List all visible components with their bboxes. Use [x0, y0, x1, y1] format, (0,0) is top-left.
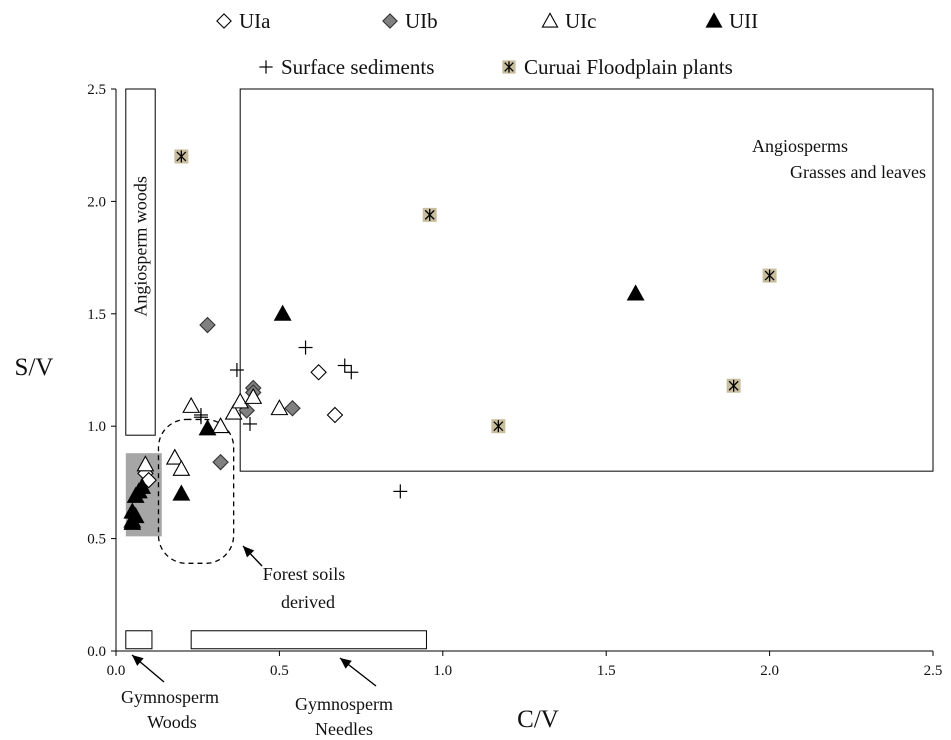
- gymnosperm-woods-arrow: [131, 654, 165, 683]
- point-uii: [133, 477, 152, 494]
- legend-marker-uic: [541, 12, 559, 28]
- point-curuai-floodplain-plants: [422, 207, 437, 222]
- x-tick-label: 0.0: [107, 663, 126, 679]
- point-uia: [326, 406, 344, 424]
- point-surface-sediments: [229, 363, 244, 377]
- x-tick-label: 0.5: [270, 663, 289, 679]
- y-tick-label: 2.5: [87, 82, 106, 98]
- legend-marker-uii: [705, 12, 723, 28]
- point-uic: [231, 392, 250, 409]
- point-uic: [211, 417, 230, 434]
- x-tick-label: 2.5: [924, 663, 943, 679]
- forest-soils-region: [157, 418, 235, 564]
- point-uic: [165, 448, 184, 465]
- point-surface-sediments: [298, 340, 313, 355]
- point-surface-sediments: [193, 407, 208, 422]
- legend-marker-surface-sediments: [259, 60, 273, 74]
- point-surface-sediments: [344, 365, 359, 380]
- gymnosperm-needles-label: Gymnosperm: [295, 694, 393, 714]
- forest-soils-arrow: [242, 545, 263, 567]
- legend-label-surface-sediments: Surface sediments: [281, 55, 434, 79]
- angiosperm-woods-box: [125, 88, 156, 436]
- x-tick-label: 1.5: [597, 663, 616, 679]
- point-uii: [123, 513, 142, 530]
- legend-marker-uia: [216, 13, 232, 29]
- point-uic: [244, 387, 263, 404]
- forest-soils-label: Forest soils: [263, 564, 346, 584]
- legend-label-uib: UIb: [405, 9, 438, 33]
- y-axis-title: S/V: [15, 354, 54, 381]
- point-uii: [626, 284, 645, 301]
- legend-item-uib: UIb: [382, 9, 438, 33]
- gymnosperm-needles-box: [190, 630, 427, 650]
- legend-label-curuai-floodplain-plants: Curuai Floodplain plants: [524, 55, 733, 79]
- point-uib: [199, 316, 216, 334]
- legend-marker-uib: [382, 13, 398, 29]
- legend-label-uia: UIa: [239, 9, 271, 33]
- angiosperms-grasses-box: [239, 88, 934, 472]
- point-curuai-floodplain-plants: [491, 419, 506, 434]
- angiosperms-label: Angiosperms: [752, 136, 848, 156]
- legend-item-uic: UIc: [541, 9, 596, 33]
- point-uii: [198, 419, 217, 436]
- legend: UIa UIb UIc UII Surface sediments Curuai Floo…: [216, 9, 758, 79]
- legend-item-uii: UII: [705, 9, 758, 33]
- point-uia: [310, 363, 327, 381]
- points-layer: [123, 149, 777, 530]
- point-uic: [136, 455, 155, 472]
- legend-label-uic: UIc: [565, 9, 596, 33]
- forest-soils-derived-label: derived: [281, 592, 335, 612]
- point-uib: [212, 453, 229, 471]
- point-curuai-floodplain-plants: [726, 378, 741, 393]
- point-uic: [224, 403, 243, 420]
- point-uib: [284, 399, 301, 417]
- point-uii: [172, 484, 191, 501]
- y-tick-label: 0.5: [87, 532, 106, 548]
- y-tick-label: 1.0: [87, 419, 106, 435]
- y-tick-label: 0.0: [87, 644, 106, 660]
- gymnosperm-woods-label-2: Woods: [147, 712, 197, 732]
- x-axis-title: C/V: [517, 706, 559, 733]
- gymnosperm-woods-label: Gymnosperm: [121, 687, 219, 707]
- point-surface-sediments: [393, 484, 408, 499]
- point-surface-sediments: [337, 358, 352, 373]
- point-uic: [172, 459, 191, 476]
- x-tick-label: 2.0: [760, 663, 779, 679]
- point-uic: [182, 396, 201, 413]
- legend-marker-curuai-floodplain-plants: [502, 60, 516, 74]
- gymnosperm-woods-box: [125, 630, 153, 650]
- legend-item-uia: UIa: [216, 9, 271, 33]
- grasses-leaves-label: Grasses and leaves: [790, 162, 926, 182]
- legend-item-curuai-floodplain-plants: Curuai Floodplain plants: [502, 55, 733, 79]
- gymnosperm-needles-arrow: [339, 657, 377, 687]
- point-uii: [273, 304, 292, 321]
- angiosperm-woods-label: Angiosperm woods: [131, 176, 151, 316]
- point-curuai-floodplain-plants: [174, 149, 189, 164]
- point-uic: [270, 399, 289, 416]
- legend-label-uii: UII: [729, 9, 758, 33]
- y-tick-label: 1.5: [87, 307, 106, 323]
- y-tick-label: 2.0: [87, 194, 106, 210]
- legend-item-surface-sediments: Surface sediments: [259, 55, 434, 79]
- point-curuai-floodplain-plants: [762, 268, 777, 283]
- axes-layer: 0.0 0.5 1.0 1.5 2.0 2.5 0.0 0.5 1.0 1.5 2.0 2.5 C/V S…: [15, 82, 943, 733]
- gymnosperm-needles-label-2: Needles: [315, 719, 373, 739]
- x-tick-label: 1.0: [433, 663, 452, 679]
- point-surface-sediments: [242, 416, 257, 431]
- labels-layer: Angiosperm woods Angiosperms Grasses and l…: [121, 136, 926, 739]
- point-uii: [126, 486, 145, 503]
